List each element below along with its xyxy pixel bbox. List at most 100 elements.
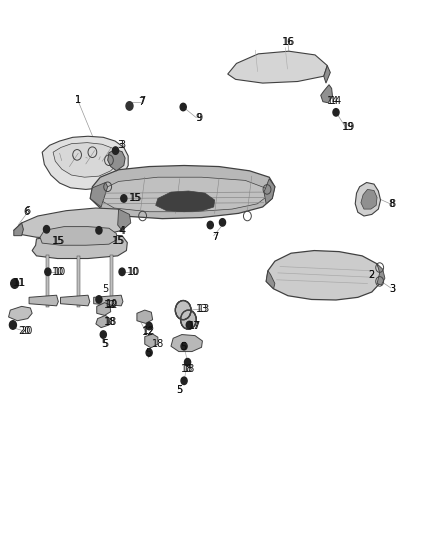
Polygon shape bbox=[100, 177, 267, 212]
Text: 12: 12 bbox=[142, 327, 155, 337]
Text: 16: 16 bbox=[283, 37, 295, 47]
Circle shape bbox=[100, 331, 106, 338]
Polygon shape bbox=[264, 179, 275, 204]
Text: 14: 14 bbox=[327, 95, 339, 106]
Polygon shape bbox=[324, 66, 330, 83]
Text: 4: 4 bbox=[120, 226, 126, 236]
Text: 3: 3 bbox=[389, 284, 396, 294]
Text: 14: 14 bbox=[330, 95, 342, 106]
Text: 7: 7 bbox=[138, 96, 145, 107]
Polygon shape bbox=[40, 227, 117, 245]
Text: 10: 10 bbox=[127, 267, 139, 277]
Text: 7: 7 bbox=[139, 95, 146, 106]
Polygon shape bbox=[96, 316, 110, 328]
Text: 17: 17 bbox=[189, 321, 201, 331]
Text: 18: 18 bbox=[104, 317, 116, 327]
Text: 10: 10 bbox=[106, 298, 118, 309]
Text: 2: 2 bbox=[369, 270, 375, 280]
Text: 18: 18 bbox=[181, 364, 194, 374]
Polygon shape bbox=[94, 295, 123, 306]
Polygon shape bbox=[97, 303, 111, 316]
Text: 5: 5 bbox=[102, 338, 108, 349]
Circle shape bbox=[180, 103, 186, 111]
Text: 20: 20 bbox=[18, 326, 31, 336]
Text: 6: 6 bbox=[25, 206, 31, 216]
Circle shape bbox=[175, 301, 191, 320]
Text: 8: 8 bbox=[390, 199, 396, 209]
Text: 15: 15 bbox=[53, 236, 66, 246]
Text: 1: 1 bbox=[75, 94, 81, 104]
Polygon shape bbox=[90, 182, 108, 207]
Text: 15: 15 bbox=[113, 236, 125, 246]
Circle shape bbox=[146, 322, 152, 330]
Circle shape bbox=[146, 349, 152, 357]
Text: 10: 10 bbox=[52, 267, 64, 277]
Text: 5: 5 bbox=[145, 348, 152, 358]
Text: 5: 5 bbox=[102, 284, 109, 294]
Text: 5: 5 bbox=[102, 338, 109, 349]
Text: 5: 5 bbox=[176, 385, 182, 395]
Text: 6: 6 bbox=[24, 207, 30, 217]
Text: 15: 15 bbox=[130, 193, 142, 204]
Polygon shape bbox=[118, 209, 131, 230]
Polygon shape bbox=[355, 182, 381, 216]
Text: 12: 12 bbox=[143, 326, 155, 336]
Text: 20: 20 bbox=[20, 326, 32, 336]
Text: 5: 5 bbox=[180, 342, 186, 352]
Text: 12: 12 bbox=[104, 300, 116, 310]
Polygon shape bbox=[266, 251, 381, 300]
Text: 5: 5 bbox=[180, 342, 186, 352]
Polygon shape bbox=[32, 235, 127, 259]
Text: 15: 15 bbox=[52, 236, 64, 246]
Polygon shape bbox=[108, 150, 125, 171]
Text: 3: 3 bbox=[390, 284, 396, 294]
Text: 8: 8 bbox=[389, 199, 395, 209]
Circle shape bbox=[11, 279, 18, 288]
Text: 1: 1 bbox=[75, 94, 81, 104]
Circle shape bbox=[126, 102, 133, 110]
Polygon shape bbox=[228, 51, 327, 83]
Polygon shape bbox=[14, 208, 130, 239]
Circle shape bbox=[121, 195, 127, 202]
Polygon shape bbox=[9, 306, 32, 321]
Circle shape bbox=[181, 343, 187, 350]
Text: 7: 7 bbox=[212, 232, 218, 243]
Text: 15: 15 bbox=[129, 193, 141, 204]
Polygon shape bbox=[266, 271, 275, 289]
Polygon shape bbox=[377, 264, 385, 285]
Text: 3: 3 bbox=[118, 140, 124, 150]
Text: 5: 5 bbox=[177, 385, 183, 395]
Text: 10: 10 bbox=[53, 267, 66, 277]
Polygon shape bbox=[60, 295, 90, 306]
Text: 9: 9 bbox=[195, 112, 201, 123]
Text: 17: 17 bbox=[187, 321, 200, 331]
Polygon shape bbox=[53, 143, 120, 177]
Polygon shape bbox=[137, 310, 152, 324]
Circle shape bbox=[113, 147, 119, 155]
Circle shape bbox=[184, 359, 191, 366]
Polygon shape bbox=[321, 85, 332, 103]
Text: 11: 11 bbox=[14, 278, 26, 288]
Text: 9: 9 bbox=[196, 112, 202, 123]
Text: 18: 18 bbox=[183, 364, 195, 374]
Circle shape bbox=[219, 219, 226, 226]
Circle shape bbox=[186, 321, 192, 329]
Circle shape bbox=[207, 221, 213, 229]
Text: 18: 18 bbox=[152, 338, 164, 349]
Text: 12: 12 bbox=[106, 300, 118, 310]
Text: 11: 11 bbox=[13, 278, 25, 288]
Polygon shape bbox=[171, 335, 202, 352]
Circle shape bbox=[43, 225, 49, 233]
Text: 19: 19 bbox=[342, 122, 354, 132]
Polygon shape bbox=[29, 295, 58, 306]
Circle shape bbox=[119, 268, 125, 276]
Text: 16: 16 bbox=[282, 37, 294, 47]
Circle shape bbox=[181, 377, 187, 384]
Circle shape bbox=[96, 227, 102, 234]
Circle shape bbox=[333, 109, 339, 116]
Text: 10: 10 bbox=[128, 267, 140, 277]
Text: 13: 13 bbox=[196, 304, 208, 314]
Circle shape bbox=[45, 268, 51, 276]
Circle shape bbox=[96, 296, 102, 303]
Polygon shape bbox=[90, 165, 275, 219]
